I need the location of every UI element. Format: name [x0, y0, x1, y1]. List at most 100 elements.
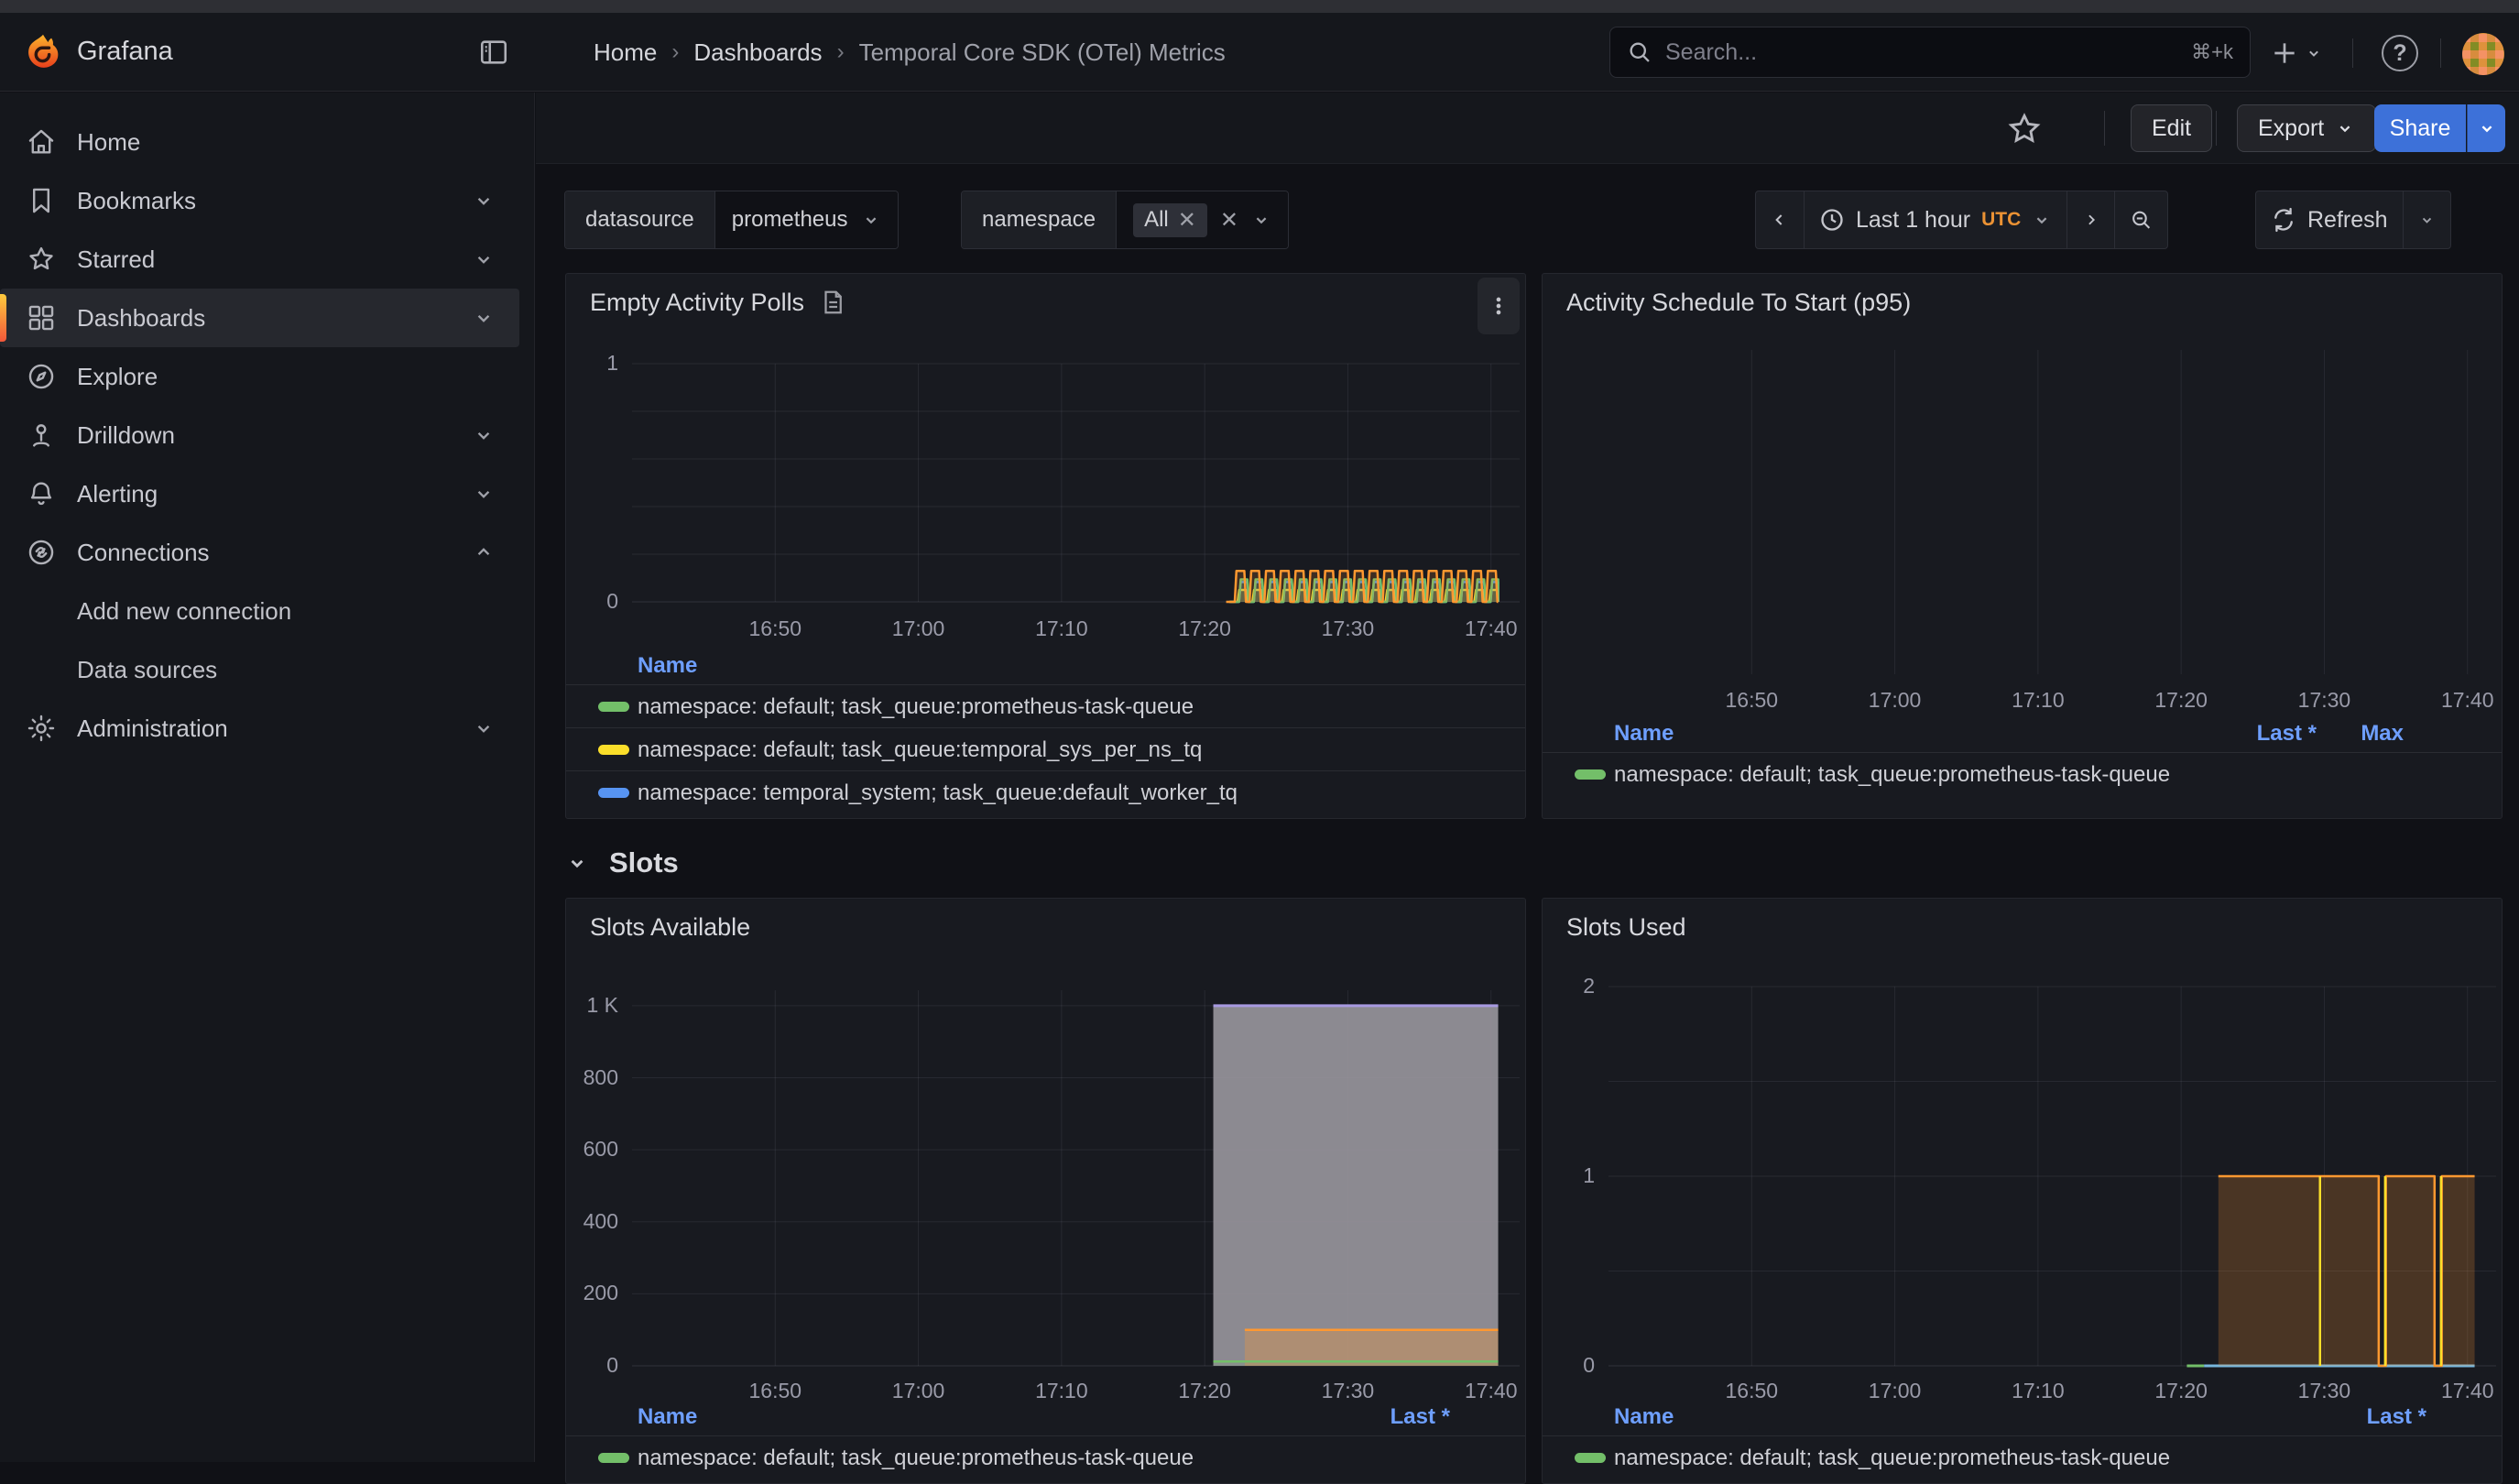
y-axis-tick-label: 600 [583, 1137, 618, 1162]
share-menu-button[interactable] [2467, 104, 2505, 152]
legend-row[interactable]: namespace: temporal_system; task_queue:d… [566, 770, 1525, 813]
chevron-down-icon [2036, 217, 2047, 224]
x-axis-tick-label: 17:00 [1868, 1379, 1922, 1402]
legend-row[interactable]: namespace: default; task_queue:prometheu… [1543, 1435, 2502, 1479]
panel-menu-icon[interactable] [1478, 278, 1520, 334]
refresh-interval-button[interactable] [2402, 191, 2450, 248]
panel-title: Activity Schedule To Start (p95) [1566, 288, 1912, 316]
chevron-down-icon [866, 217, 876, 224]
chevron-down-icon[interactable] [472, 247, 496, 271]
y-axis-tick-label: 400 [583, 1208, 618, 1233]
timeseries-chart[interactable] [1543, 274, 2503, 819]
x-axis-tick-label: 16:50 [748, 1379, 802, 1402]
variable-datasource-select[interactable]: prometheus [714, 191, 898, 248]
avatar[interactable] [2462, 33, 2504, 75]
export-button[interactable]: Export [2237, 104, 2377, 152]
sidebar-toggle-icon[interactable] [478, 37, 509, 68]
series-name: namespace: default; task_queue:prometheu… [638, 1446, 1194, 1470]
timeseries-chart[interactable] [566, 274, 1526, 819]
timeseries-chart[interactable] [566, 899, 1526, 1484]
legend-column-last[interactable]: Last * [1390, 1404, 1450, 1429]
legend-row[interactable]: namespace: default; task_queue:prometheu… [566, 1435, 1525, 1479]
breadcrumb-item-dashboards[interactable]: Dashboards [693, 38, 823, 66]
chevron-down-icon[interactable] [472, 306, 496, 330]
breadcrumb-item-home[interactable]: Home [594, 38, 658, 66]
edit-button[interactable]: Edit [2131, 104, 2213, 152]
section-row-slots[interactable]: Slots [565, 839, 679, 887]
panel-header[interactable]: Slots Available [566, 899, 1525, 955]
x-axis-tick-label: 17:30 [1321, 1379, 1375, 1402]
legend-row[interactable]: namespace: default; task_queue:prometheu… [566, 684, 1525, 727]
legend-column-last[interactable]: Last * [2256, 721, 2317, 746]
x-axis-tick-label: 17:40 [2440, 1379, 2494, 1402]
legend-column-name[interactable]: Name [1614, 721, 1674, 746]
sidebar-item-administration[interactable]: Administration [0, 699, 519, 758]
grafana-logo-icon[interactable] [24, 33, 62, 71]
x-axis-tick-label: 17:40 [1464, 617, 1518, 640]
x-axis-tick-label: 17:30 [2297, 688, 2351, 712]
sidebar-item-dashboards[interactable]: Dashboards [0, 289, 519, 347]
chevron-down-icon[interactable] [472, 189, 496, 213]
sidebar-nav: Home Bookmarks Starred Dashboards Explore Dri… [0, 113, 534, 758]
sidebar-item-label: Alerting [77, 479, 158, 507]
x-axis-tick-label: 17:00 [891, 617, 945, 640]
y-axis-tick-label: 2 [1583, 974, 1595, 998]
window-top-strip [0, 0, 2519, 13]
star-dashboard-button[interactable] [2006, 111, 2043, 147]
chevron-down-icon[interactable] [472, 482, 496, 506]
panel-description-icon[interactable] [819, 289, 846, 316]
chevron-down-icon[interactable] [472, 716, 496, 740]
legend-column-name[interactable]: Name [638, 1404, 698, 1429]
x-axis-tick-label: 17:20 [2154, 688, 2208, 712]
legend-row[interactable]: namespace: default; task_queue:temporal_… [566, 727, 1525, 770]
selected-value-chip[interactable]: All ✕ [1133, 202, 1207, 237]
time-shift-back-button[interactable] [1756, 191, 1804, 248]
star-icon [26, 244, 57, 275]
chevron-left-icon [1775, 214, 1783, 225]
breadcrumb: Home › Dashboards › Temporal Core SDK (OTel)… [594, 13, 1226, 92]
y-axis-tick-label: 1 [1583, 1163, 1595, 1187]
sidebar-item-starred[interactable]: Starred [0, 230, 519, 289]
variable-datasource: datasource prometheus [564, 191, 899, 249]
panel-slots-used: Slots Used Name Last * namespace: default;… [1542, 898, 2503, 1484]
x-axis-tick-label: 16:50 [1725, 1379, 1779, 1402]
panel-header[interactable]: Slots Used [1543, 899, 2502, 955]
panel-header[interactable]: Activity Schedule To Start (p95) [1543, 274, 2502, 331]
help-icon[interactable]: ? [2382, 35, 2418, 71]
refresh-button[interactable]: Refresh [2256, 191, 2403, 248]
chevron-down-icon[interactable] [472, 423, 496, 447]
timeseries-chart[interactable] [1543, 899, 2503, 1484]
sidebar-item-bookmarks[interactable]: Bookmarks [0, 171, 519, 230]
top-nav: Grafana Home › Dashboards › Temporal Core SD… [0, 13, 2519, 92]
series-name: namespace: default; task_queue:prometheu… [1614, 762, 2171, 787]
legend-row[interactable]: namespace: default; task_queue:prometheu… [1543, 752, 2502, 795]
sidebar-item-add-new-connection[interactable]: Add new connection [0, 582, 519, 640]
time-picker-group: Last 1 hour UTC [1755, 191, 2169, 249]
time-shift-forward-button[interactable] [2066, 191, 2114, 248]
remove-value-icon[interactable]: ✕ [1177, 207, 1196, 233]
search-shortcut: ⌘+k [2191, 40, 2233, 63]
legend-column-last[interactable]: Last * [2366, 1404, 2426, 1429]
legend-column-name[interactable]: Name [638, 653, 698, 678]
sidebar-item-label: Connections [77, 538, 210, 566]
sidebar-item-drilldown[interactable]: Drilldown [0, 406, 519, 464]
variable-namespace-select[interactable]: All ✕ ✕ [1116, 191, 1288, 248]
sidebar-item-alerting[interactable]: Alerting [0, 464, 519, 523]
y-axis-tick-label: 1 K [586, 992, 618, 1017]
clear-all-icon[interactable]: ✕ [1219, 207, 1238, 233]
share-button[interactable]: Share [2374, 104, 2466, 152]
legend-column-max[interactable]: Max [2361, 721, 2404, 746]
sidebar-item-explore[interactable]: Explore [0, 347, 519, 406]
sidebar-item-home[interactable]: Home [0, 113, 519, 171]
search-box[interactable]: ⌘+k [1609, 27, 2251, 78]
sidebar-item-data-sources[interactable]: Data sources [0, 640, 519, 699]
time-range-button[interactable]: Last 1 hour UTC [1804, 191, 2066, 248]
add-button[interactable] [2270, 33, 2338, 73]
sidebar-item-connections[interactable]: Connections [0, 523, 519, 582]
search-input[interactable] [1665, 38, 2179, 66]
legend-column-name[interactable]: Name [1614, 1404, 1674, 1429]
chevron-up-icon[interactable] [472, 540, 496, 564]
breadcrumb-separator: › [836, 39, 845, 64]
zoom-out-button[interactable] [2114, 191, 2167, 248]
panel-header[interactable]: Empty Activity Polls [566, 274, 1525, 331]
